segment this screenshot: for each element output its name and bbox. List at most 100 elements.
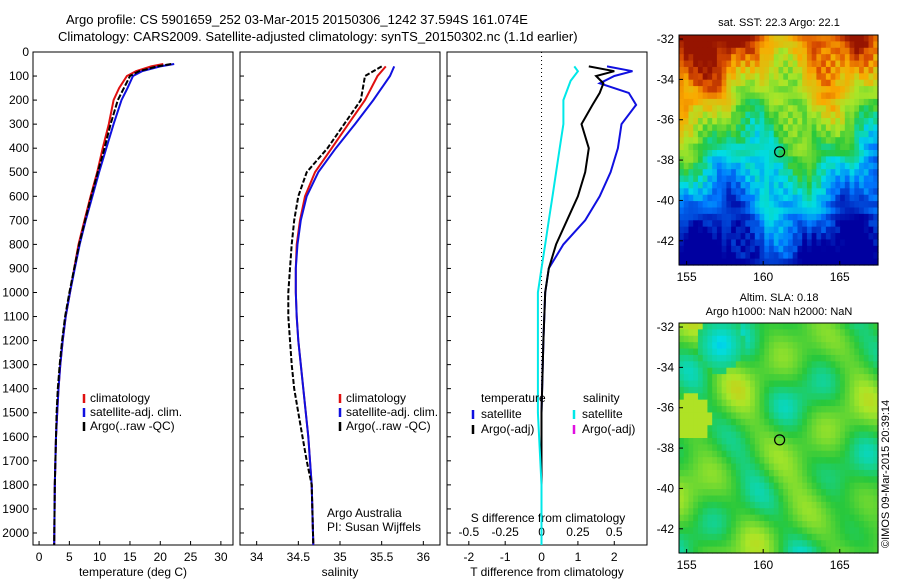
sla-map-cell	[873, 335, 879, 343]
sst-map-cell	[754, 175, 761, 183]
sst-map-cell	[825, 137, 832, 145]
sla-map-cell	[830, 438, 836, 445]
sla-map-cell	[821, 425, 827, 433]
sst-map-cell	[702, 105, 709, 113]
sst-map-cell	[844, 111, 851, 119]
sst-map-cell	[764, 169, 770, 177]
sla-map-cell	[783, 438, 789, 445]
sst-map-cell	[873, 130, 879, 138]
sst-map-cell	[868, 137, 874, 145]
sst-map-cell	[759, 169, 765, 177]
sst-map-cell	[735, 73, 742, 81]
sst-map-cell	[778, 252, 784, 260]
sla-map-cell	[764, 533, 770, 541]
sla-map-cell	[821, 323, 827, 330]
sst-map-cell	[769, 220, 775, 228]
sst-map-cell	[764, 201, 770, 209]
sla-map-cell	[726, 457, 732, 465]
temperature-panel-frame	[32, 51, 234, 546]
sla-map-cell	[773, 361, 780, 369]
sst-map-cell	[769, 130, 775, 138]
sst-map-cell	[693, 111, 699, 119]
sst-map-cell	[849, 258, 855, 266]
sla-map-cell	[688, 348, 694, 356]
sla-map-cell	[769, 521, 775, 529]
sla-map-cell	[764, 393, 770, 401]
sst-map-cell	[721, 47, 727, 55]
sla-map-cell	[683, 463, 690, 471]
sst-map-cell	[764, 92, 770, 100]
sst-map-cell	[821, 169, 827, 177]
sla-map-cell	[825, 521, 832, 529]
sla-map-cell	[735, 489, 742, 497]
sla-map-cell	[679, 329, 685, 337]
sla-map-cell	[707, 457, 713, 465]
sst-map-cell	[735, 201, 742, 209]
sst-map-cell	[759, 79, 765, 87]
sla-map-cell	[688, 489, 694, 497]
sla-map-cell	[750, 521, 756, 529]
sla-map-cell	[679, 406, 685, 414]
sla-map-cell	[707, 329, 713, 337]
sla-map-cell	[859, 514, 865, 522]
sla-map-cell	[844, 418, 851, 426]
sla-map-cell	[716, 450, 723, 458]
sla-map-cell	[797, 476, 803, 484]
sst-map-cell	[750, 162, 756, 170]
sst-map-cell	[707, 66, 713, 74]
sla-map-cell	[769, 354, 775, 362]
sst-map-cell	[688, 245, 694, 253]
sst-map-cell	[693, 194, 699, 202]
sla-map-cell	[764, 482, 770, 490]
sst-map-cell	[759, 98, 765, 106]
sst-map-cell	[792, 143, 799, 151]
sst-map-cell	[811, 239, 818, 247]
sst-map-cell	[769, 143, 775, 151]
sst-map-cell	[697, 226, 704, 234]
sst-map-cell	[806, 66, 813, 74]
sst-map-cell	[840, 239, 846, 247]
sla-map-cell	[825, 406, 832, 414]
sst-map-cell	[740, 130, 746, 138]
sla-map-cell	[754, 457, 761, 465]
sla-map-cell	[773, 508, 780, 516]
sla-map-cell	[731, 399, 737, 407]
sst-map-cell	[745, 207, 751, 215]
sst-map-cell	[759, 175, 765, 183]
salinity-tick-label: 34	[250, 550, 264, 564]
sst-map-cell	[792, 54, 799, 62]
sst-map-cell	[697, 60, 704, 68]
sst-map-cell	[759, 233, 765, 241]
sst-map-cell	[863, 54, 870, 62]
sla-map-cell	[716, 348, 723, 356]
sla-map-cell	[835, 457, 841, 465]
sla-map-cell	[764, 386, 770, 394]
sst-map-cell	[683, 118, 690, 126]
sst-map-cell	[825, 41, 832, 49]
sst-map-cell	[816, 207, 822, 215]
sla-map-cell	[731, 527, 737, 535]
sst-map-cell	[787, 252, 794, 260]
sla-map-cell	[726, 508, 732, 516]
sla-map-cell	[783, 386, 789, 394]
sla-map-cell	[873, 380, 879, 388]
sla-map-cell	[716, 444, 723, 452]
sla-map-cell	[854, 444, 860, 452]
sla-map-cell	[835, 482, 841, 490]
sst-map-cell	[802, 194, 808, 202]
sla-map-cell	[863, 457, 870, 465]
sst-map-cell	[844, 207, 851, 215]
sla-map-cell	[816, 463, 822, 471]
sst-map-cell	[702, 162, 709, 170]
sla-map-cell	[802, 476, 808, 484]
sla-map-cell	[792, 527, 799, 535]
sla-map-cell	[693, 418, 699, 426]
sst-map-cell	[688, 54, 694, 62]
sst-map-title: sat. SST: 22.3 Argo: 22.1	[718, 17, 840, 29]
sla-map-cell	[688, 514, 694, 522]
sst-map-cell	[859, 245, 865, 253]
sst-map-cell	[863, 66, 870, 74]
sst-map-cell	[764, 105, 770, 113]
sla-map-cell	[683, 393, 690, 401]
sla-map-cell	[840, 489, 846, 497]
